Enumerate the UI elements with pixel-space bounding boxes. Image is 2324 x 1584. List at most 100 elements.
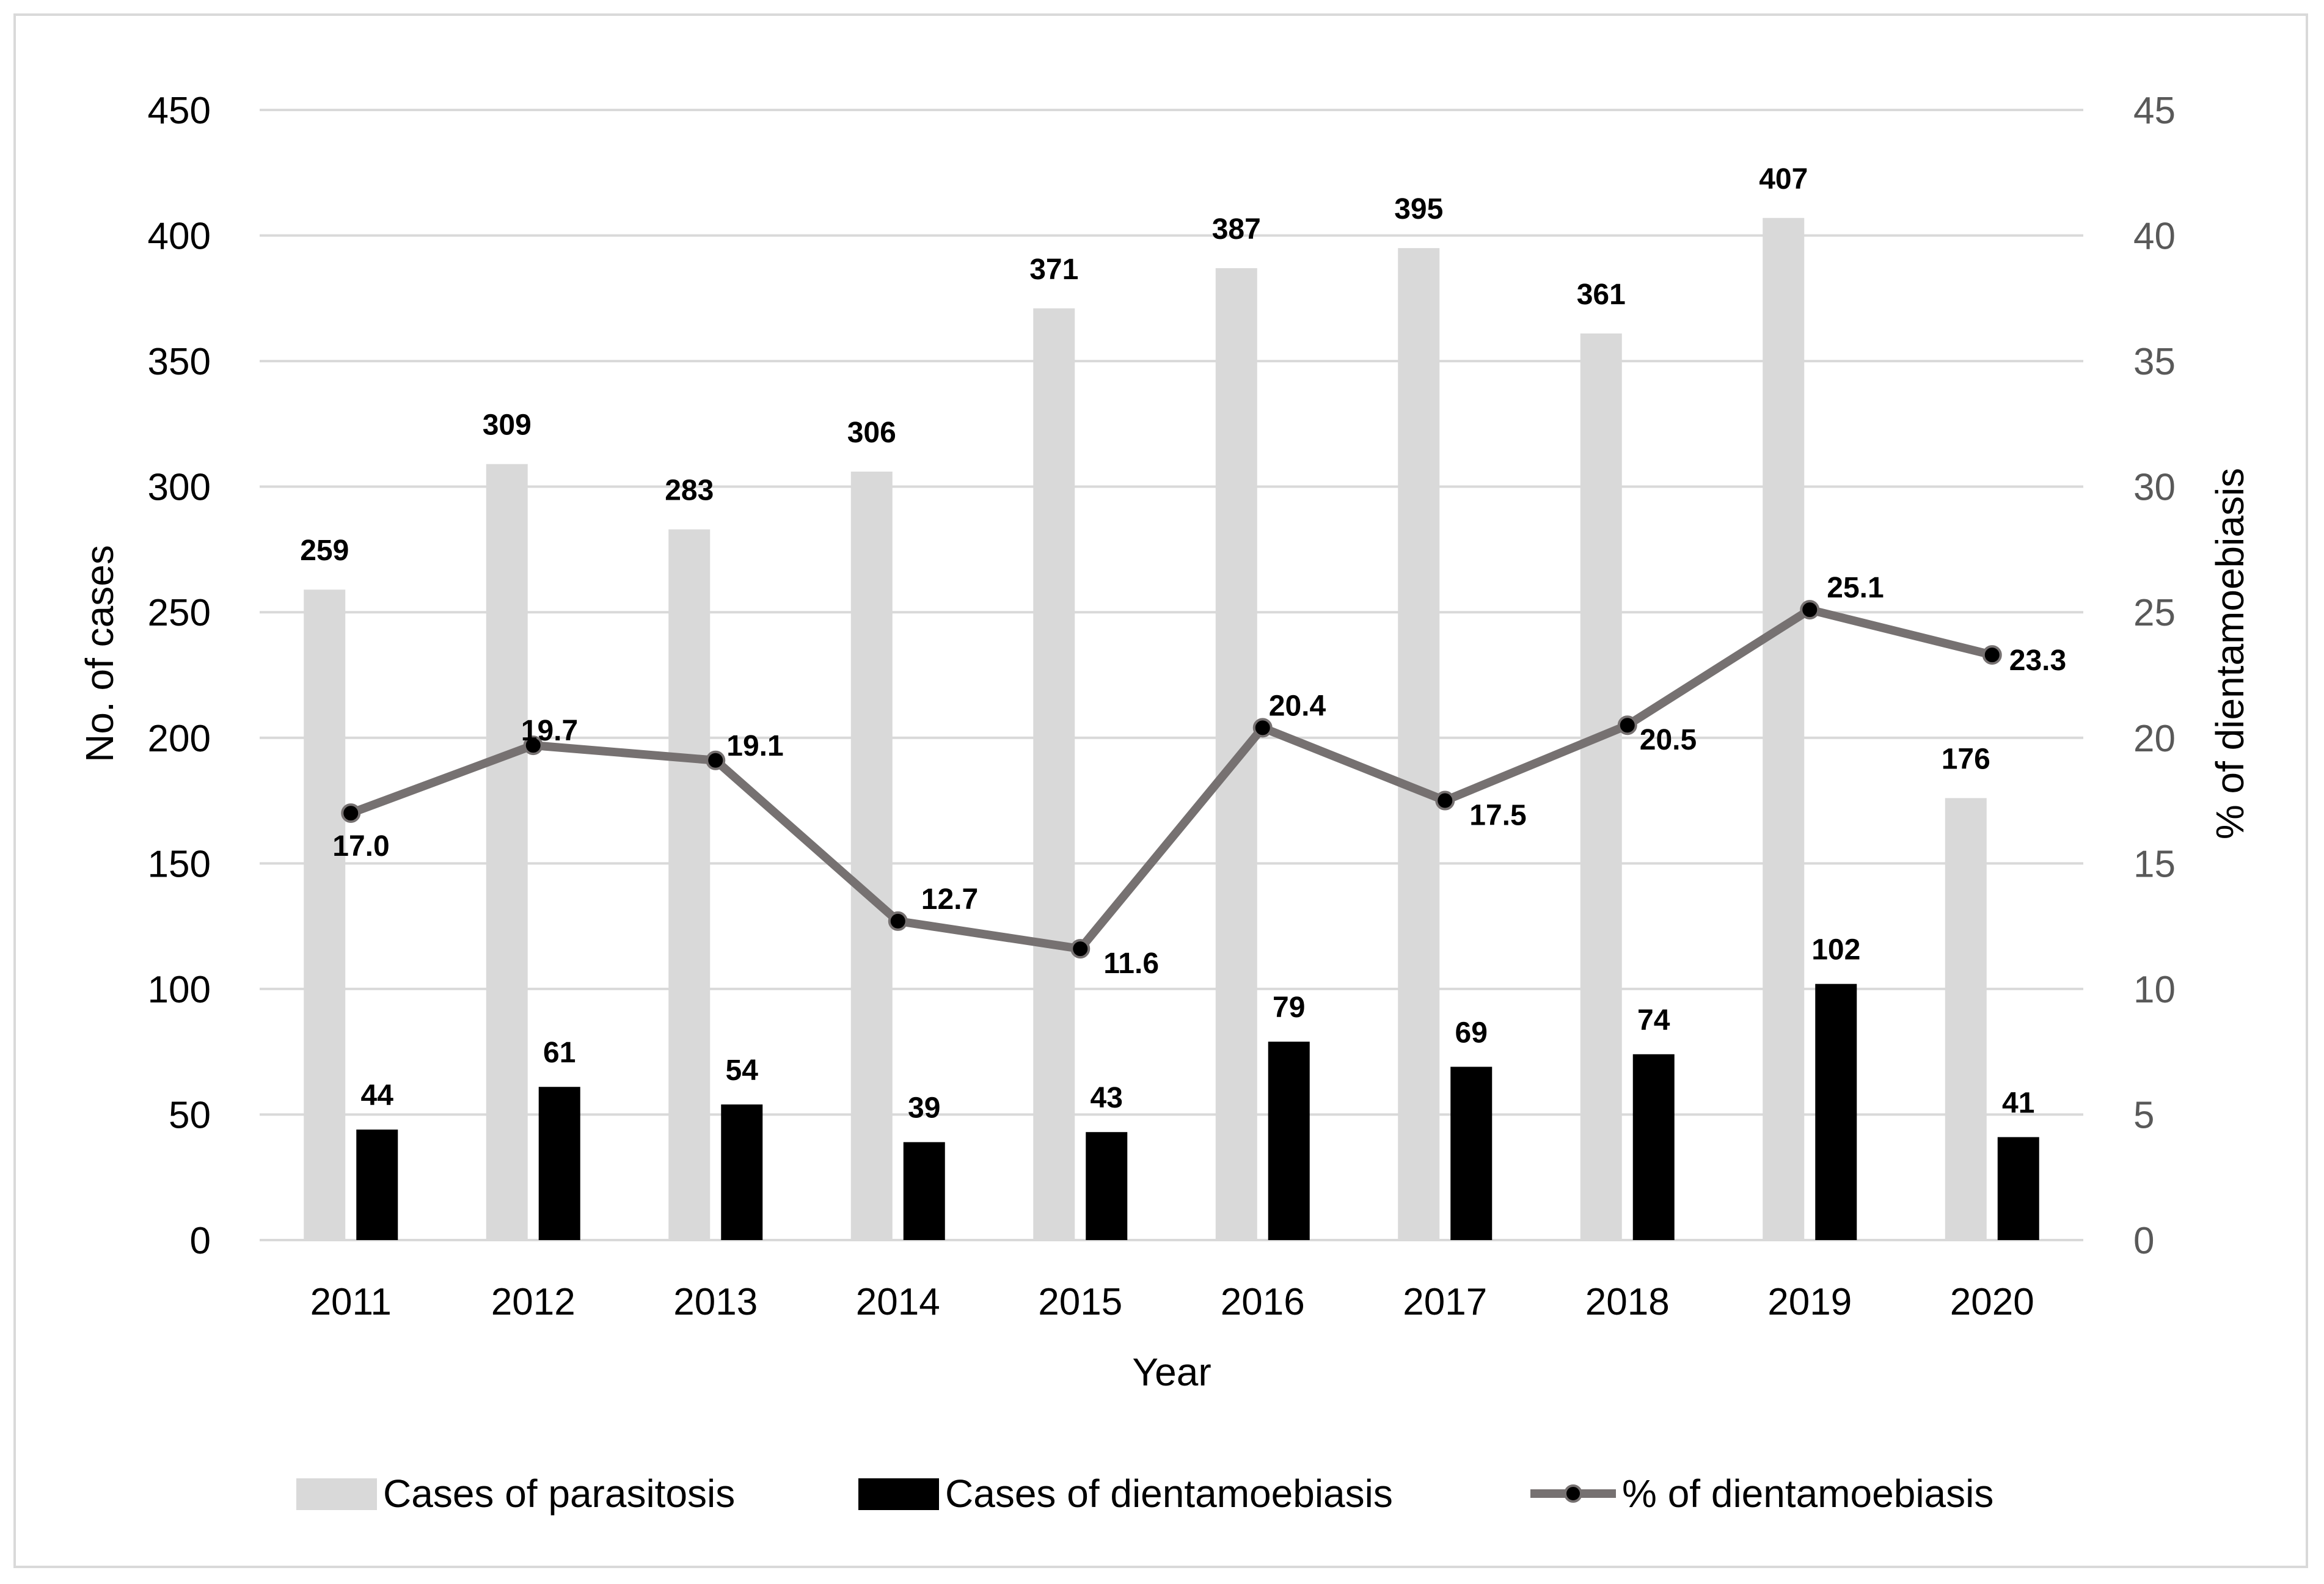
bar-label-parasitosis: 176 (1942, 743, 1990, 775)
x-tick-label: 2015 (1038, 1281, 1122, 1323)
y2-tick-label: 25 (2133, 592, 2176, 634)
bar-dientamoebiasis (1815, 984, 1857, 1240)
percent-marker (523, 735, 543, 756)
percent-marker (1982, 645, 2002, 665)
bar-parasitosis (668, 529, 711, 1240)
bar-parasitosis (1945, 798, 1987, 1240)
bar-dientamoebiasis (356, 1130, 398, 1240)
x-tick-label: 2017 (1403, 1281, 1487, 1323)
bar-label-dientamoebiasis: 74 (1637, 1004, 1670, 1037)
bar-label-parasitosis: 309 (483, 409, 532, 442)
y2-tick-label: 45 (2133, 90, 2176, 132)
bar-label-parasitosis: 361 (1577, 279, 1626, 311)
y-tick-label: 400 (148, 216, 211, 258)
right-axis-ticks: 0 5 10 15 20 25 30 35 40 45 (2133, 90, 2176, 1262)
percent-label: 19.7 (521, 715, 578, 747)
y2-tick-label: 0 (2133, 1220, 2154, 1262)
bar-label-dientamoebiasis: 79 (1273, 991, 1305, 1024)
percent-line (349, 605, 1993, 954)
y2-tick-label: 40 (2133, 216, 2176, 258)
bar-dientamoebiasis (1632, 1054, 1675, 1240)
percent-label: 20.4 (1269, 690, 1326, 722)
bar-parasitosis (1580, 333, 1622, 1240)
y2-tick-label: 35 (2133, 341, 2176, 383)
legend-swatch-parasitosis (296, 1478, 377, 1510)
bar-label-dientamoebiasis: 44 (361, 1079, 394, 1112)
y2-axis-title: % of dientamoebiasis (2208, 468, 2252, 839)
bar-label-parasitosis: 407 (1759, 163, 1808, 195)
x-tick-label: 2013 (673, 1281, 758, 1323)
y2-tick-label: 10 (2133, 969, 2176, 1011)
bar-label-parasitosis: 259 (300, 535, 349, 567)
bar-dientamoebiasis (903, 1142, 945, 1240)
percent-marker (1252, 718, 1273, 738)
percent-label: 19.1 (726, 730, 783, 762)
bar-label-dientamoebiasis: 41 (2002, 1087, 2034, 1119)
y-tick-label: 50 (169, 1094, 211, 1136)
bar-label-parasitosis: 283 (665, 475, 714, 507)
bar-parasitosis (1763, 217, 1805, 1240)
bar-label-dientamoebiasis: 43 (1091, 1082, 1123, 1114)
x-tick-label: 2012 (491, 1281, 576, 1323)
x-tick-label: 2019 (1767, 1281, 1852, 1323)
y2-tick-label: 30 (2133, 467, 2176, 509)
y2-tick-label: 5 (2133, 1094, 2154, 1136)
x-tick-label: 2018 (1585, 1281, 1670, 1323)
bar-label-dientamoebiasis: 102 (1811, 934, 1860, 966)
y2-tick-label: 15 (2133, 843, 2176, 885)
legend-label-percent: % of dientamoebiasis (1622, 1472, 1993, 1516)
y-tick-label: 150 (148, 843, 211, 885)
bar-dientamoebiasis (1450, 1067, 1493, 1240)
percent-label: 12.7 (921, 883, 978, 916)
bar-parasitosis (850, 472, 893, 1240)
bar-parasitosis (304, 589, 346, 1241)
bar-parasitosis (486, 464, 528, 1240)
bar-label-parasitosis: 395 (1394, 193, 1443, 225)
percent-label: 25.1 (1827, 572, 1884, 604)
y-tick-label: 250 (148, 592, 211, 634)
x-tick-label: 2014 (856, 1281, 940, 1323)
bar-dientamoebiasis (721, 1104, 763, 1240)
series-dientamoebiasis-bars (356, 984, 2039, 1240)
y-tick-label: 450 (148, 90, 211, 132)
percent-label: 11.6 (1103, 947, 1159, 980)
bar-dientamoebiasis (1086, 1132, 1128, 1240)
series-parasitosis-bars (304, 217, 1987, 1241)
bar-label-dientamoebiasis: 54 (726, 1054, 759, 1087)
percent-label: 17.0 (332, 830, 389, 863)
y2-tick-label: 20 (2133, 718, 2176, 760)
percent-marker (1435, 790, 1455, 811)
data-labels: 259 309 283 306 371 387 395 361 407 176 44 61 54 39 43… (300, 163, 2066, 1125)
legend-swatch-percent-marker (1564, 1484, 1582, 1503)
percent-marker (1800, 600, 1820, 620)
percent-marker (888, 911, 908, 931)
bar-label-dientamoebiasis: 39 (908, 1092, 940, 1125)
y-tick-label: 300 (148, 467, 211, 509)
chart-frame (13, 13, 2308, 1568)
y-axis-title: No. of cases (78, 545, 122, 762)
gridlines (260, 109, 2083, 1241)
legend-swatch-dientamoebiasis (858, 1478, 939, 1510)
percent-label: 20.5 (1640, 724, 1697, 756)
x-axis-title: Year (1132, 1350, 1211, 1394)
percent-marker (1617, 715, 1637, 735)
x-tick-label: 2020 (1950, 1281, 2034, 1323)
bar-dientamoebiasis (538, 1087, 580, 1240)
bar-parasitosis (1033, 308, 1075, 1240)
bar-label-dientamoebiasis: 69 (1455, 1016, 1488, 1049)
legend-label-parasitosis: Cases of parasitosis (383, 1472, 735, 1516)
percent-marker (706, 750, 726, 770)
series-percent-line (341, 600, 2002, 959)
bar-label-parasitosis: 371 (1029, 254, 1078, 286)
y-tick-label: 100 (148, 969, 211, 1011)
percent-label: 17.5 (1469, 800, 1526, 832)
y-tick-label: 0 (190, 1220, 211, 1262)
bar-label-parasitosis: 387 (1212, 213, 1261, 246)
percent-marker (1070, 939, 1091, 959)
x-axis-ticks: 2011 2012 2013 2014 2015 2016 2017 2018 2019 2020 (310, 1281, 2034, 1323)
x-tick-label: 2016 (1221, 1281, 1305, 1323)
x-tick-label: 2011 (310, 1281, 392, 1323)
percent-marker (341, 803, 361, 823)
y-tick-label: 350 (148, 341, 211, 383)
